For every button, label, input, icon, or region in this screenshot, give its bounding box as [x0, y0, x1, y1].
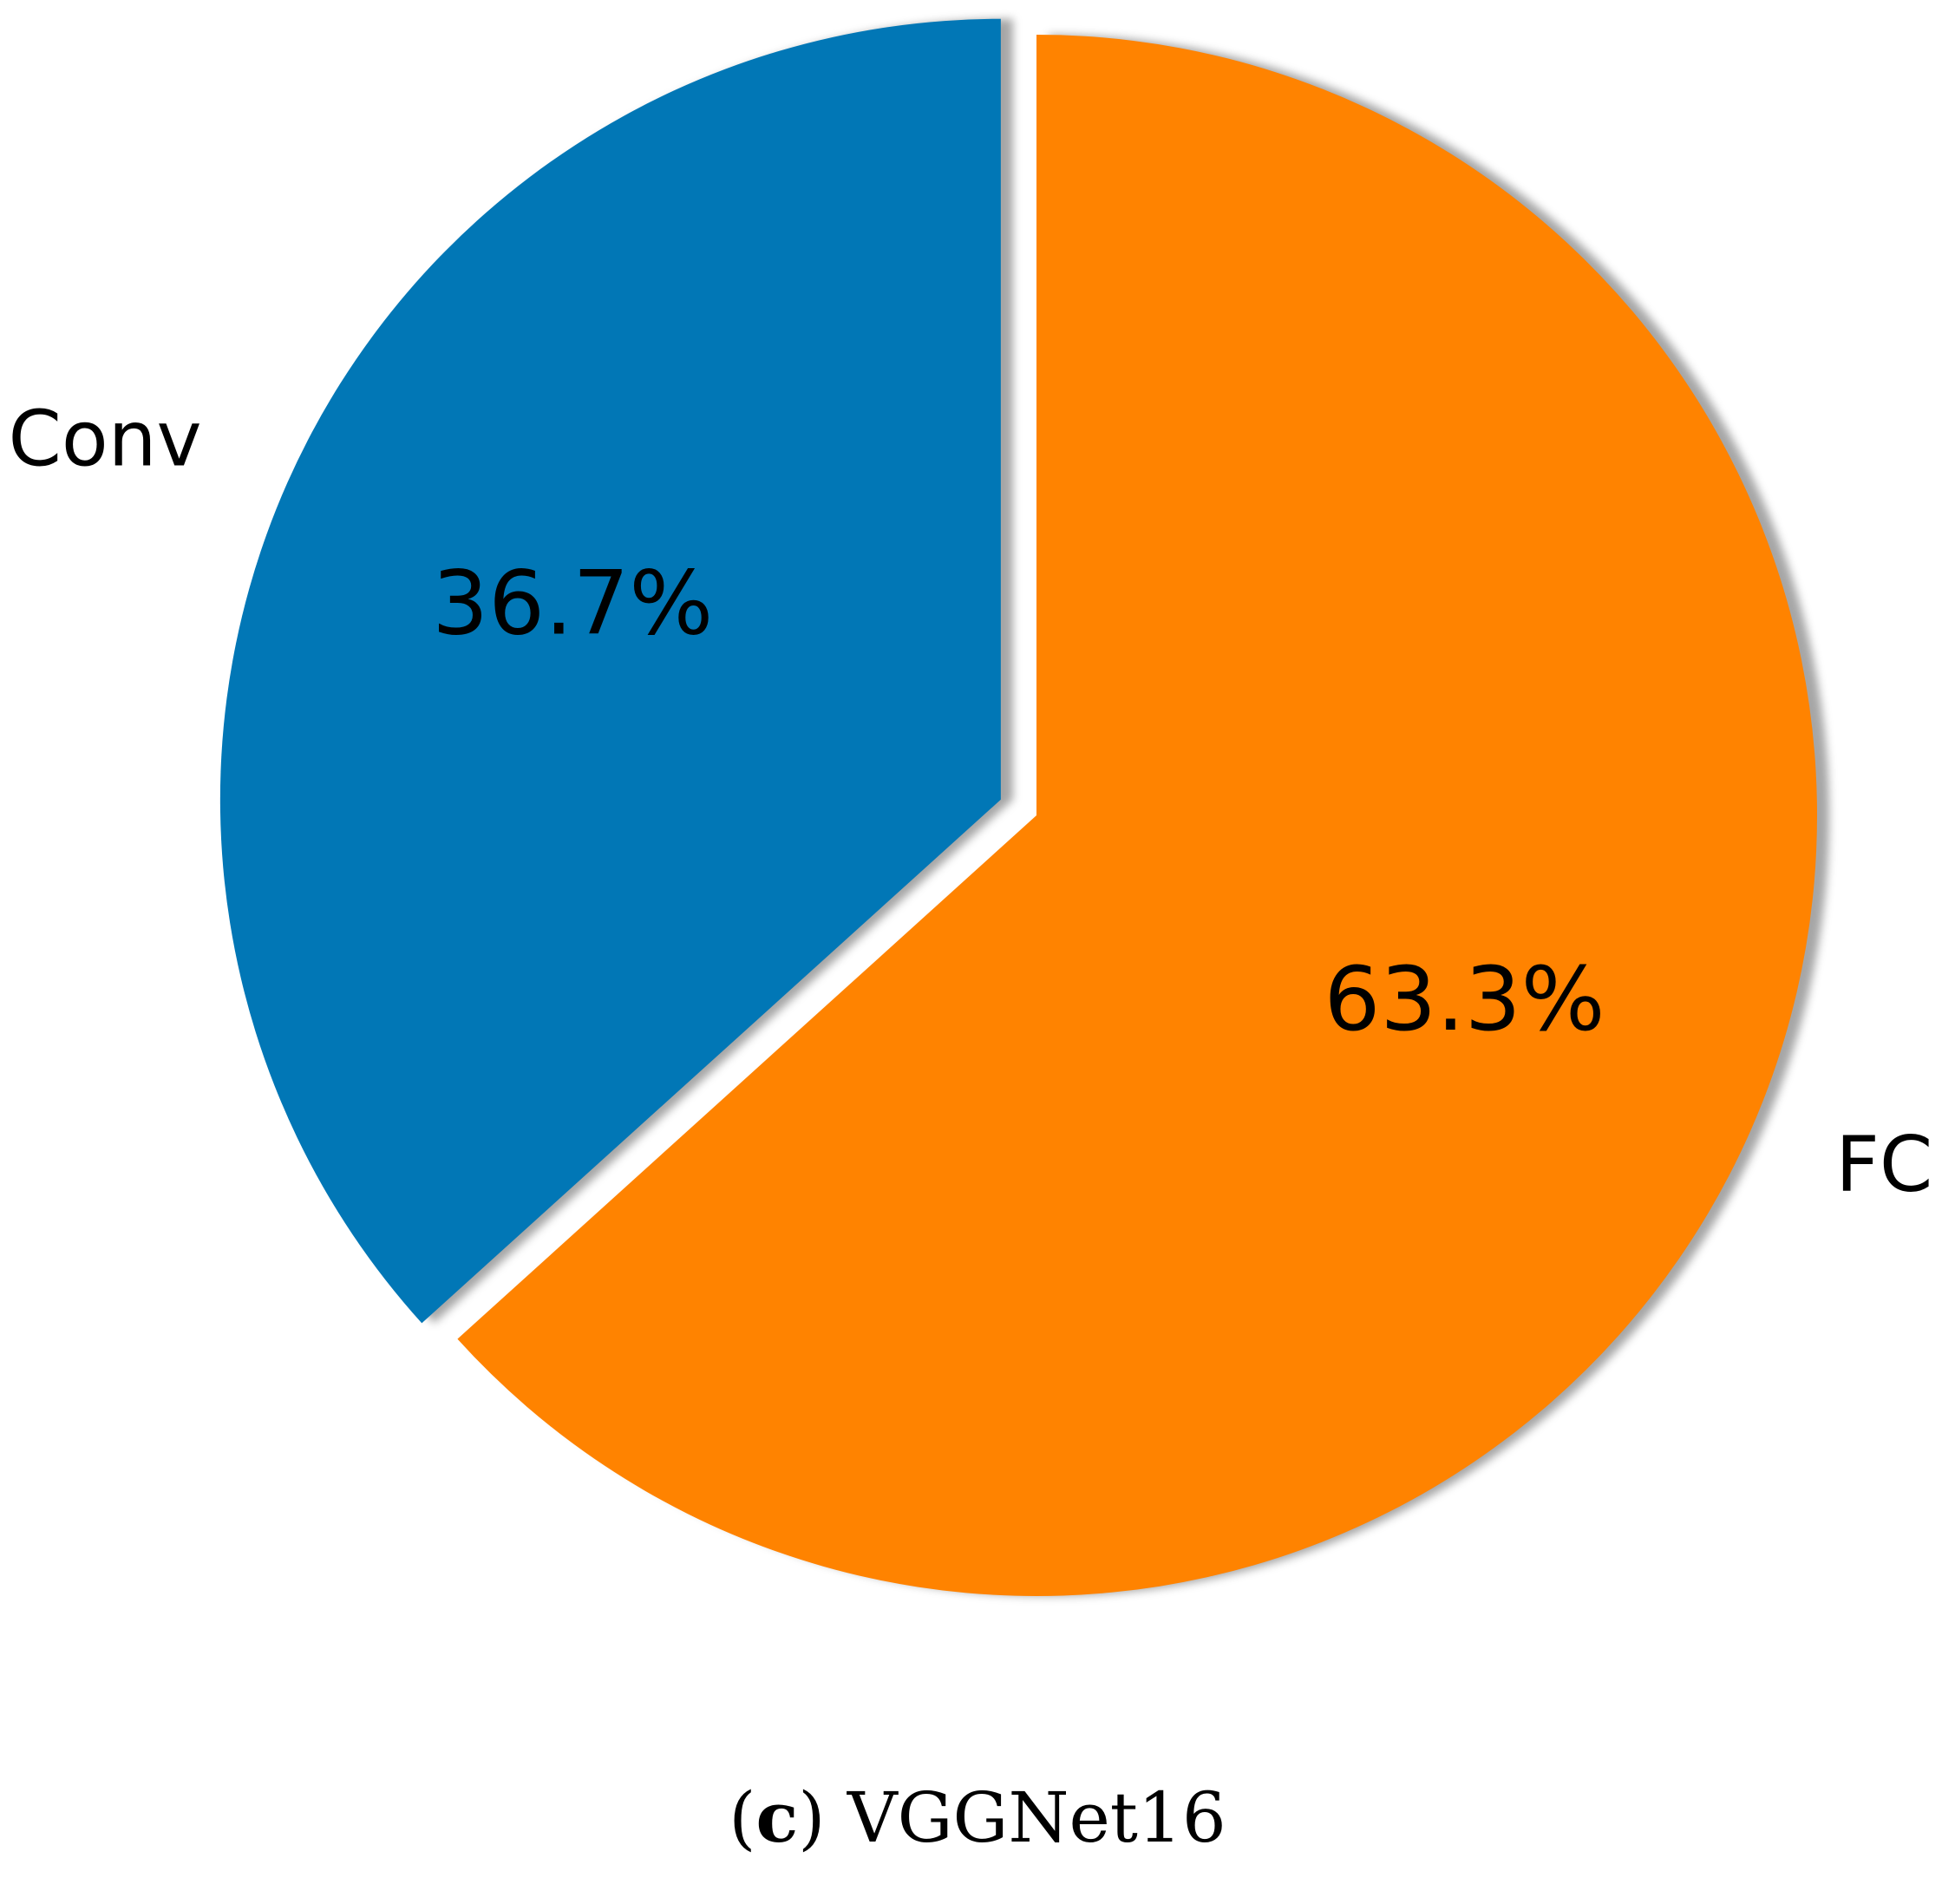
caption-open-paren: ( [729, 1777, 756, 1858]
value-label-fc: 63.3% [1324, 948, 1605, 1051]
caption-panel-letter: c [755, 1776, 799, 1858]
category-label-fc: FC [1835, 1120, 1932, 1209]
slices [219, 18, 1817, 1596]
caption-close-paren: ) [798, 1777, 826, 1858]
category-label-conv: Conv [8, 395, 201, 484]
slice-labels: Conv 36.7% FC 63.3% [8, 395, 1932, 1209]
value-label-conv: 36.7% [432, 552, 713, 655]
pie-slice-fc [457, 35, 1817, 1596]
pie-slice-conv [219, 18, 1001, 1324]
figure-caption: (c) VGGNet16 [0, 1783, 1955, 1853]
caption-text: VGGNet16 [825, 1777, 1226, 1858]
